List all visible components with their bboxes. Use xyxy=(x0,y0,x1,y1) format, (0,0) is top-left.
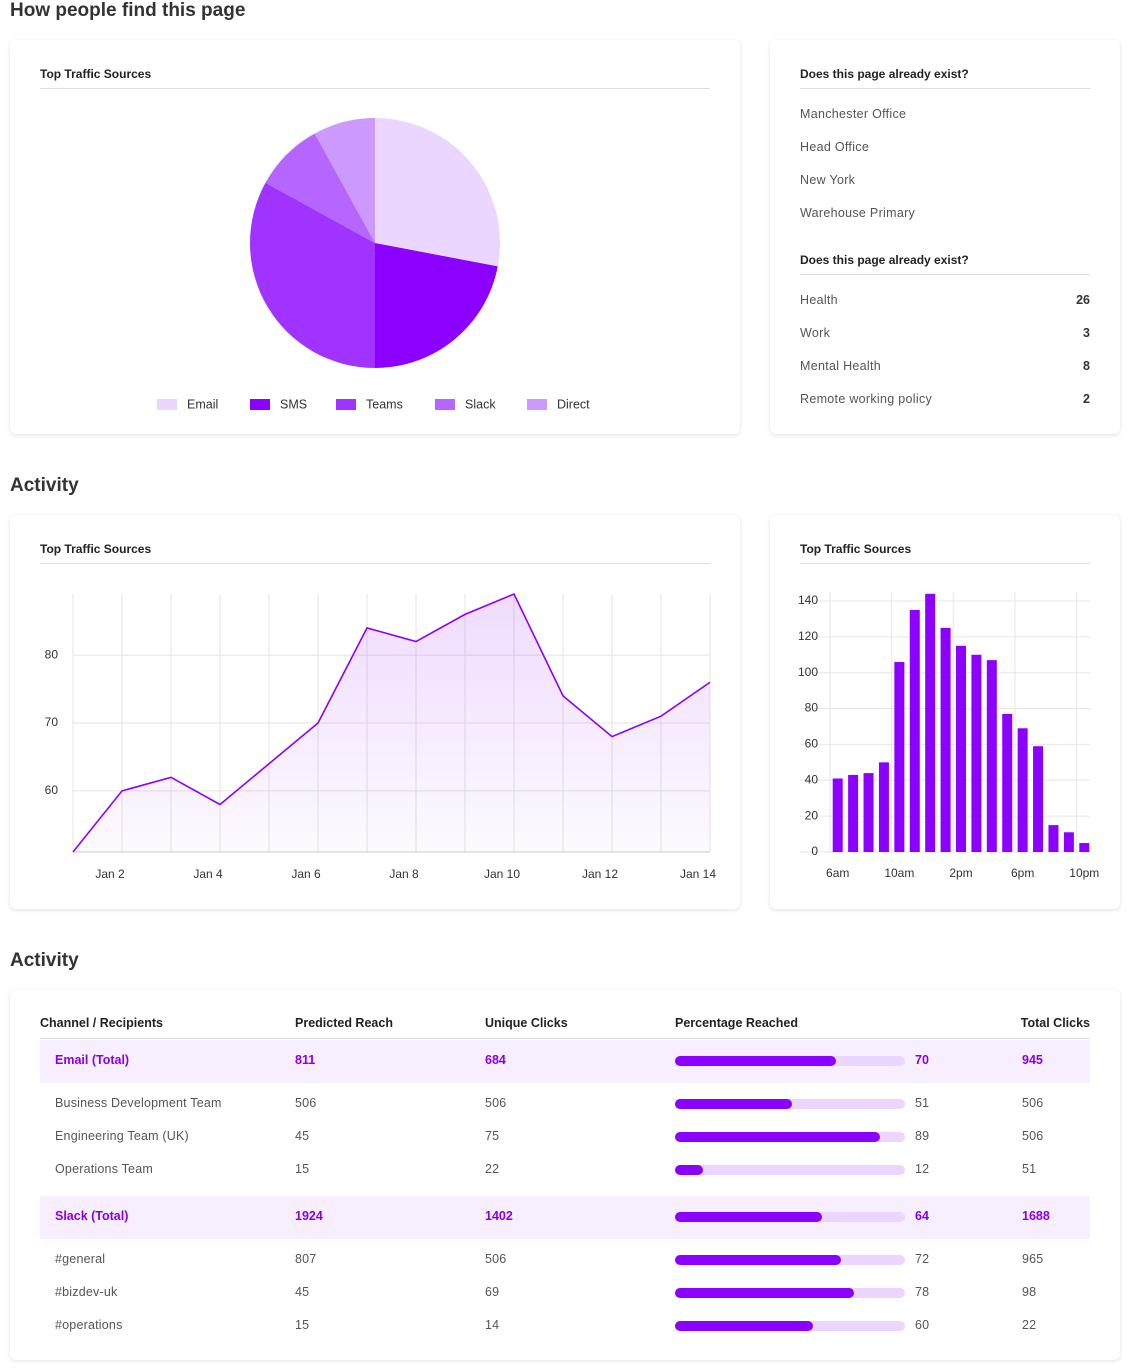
cell: 15 xyxy=(295,1162,310,1176)
row-label: #operations xyxy=(55,1318,123,1332)
list-item: Mental Health xyxy=(800,359,882,373)
list-title: Does this page already exist? xyxy=(800,67,969,81)
column-header: Unique Clicks xyxy=(485,1016,568,1030)
cell: 1688 xyxy=(1022,1209,1050,1223)
column-header: Percentage Reached xyxy=(675,1016,798,1030)
cell: 45 xyxy=(295,1129,310,1143)
list-item: New York xyxy=(800,173,856,187)
percentage: 70 xyxy=(915,1053,929,1067)
card xyxy=(770,515,1120,909)
group-total-label: Slack (Total) xyxy=(55,1209,129,1223)
row-label: Engineering Team (UK) xyxy=(55,1129,189,1143)
divider xyxy=(800,274,1090,275)
divider xyxy=(40,1038,1090,1039)
list-item: Work xyxy=(800,326,831,340)
group-row-bg xyxy=(40,1040,1090,1083)
column-header: Total Clicks xyxy=(1020,1016,1090,1030)
cell: 506 xyxy=(1022,1096,1044,1110)
cell: 98 xyxy=(1022,1285,1037,1299)
row-label: #bizdev-uk xyxy=(55,1285,118,1299)
cell: 945 xyxy=(1022,1053,1043,1067)
row-label: Business Development Team xyxy=(55,1096,222,1110)
list-item: Manchester Office xyxy=(800,107,907,121)
cell: 45 xyxy=(295,1285,310,1299)
column-header: Predicted Reach xyxy=(295,1016,393,1030)
divider xyxy=(40,563,710,564)
cell: 14 xyxy=(485,1318,500,1332)
list-item: Head Office xyxy=(800,140,870,154)
cell: 1402 xyxy=(485,1209,513,1223)
percentage: 12 xyxy=(915,1162,930,1176)
card xyxy=(10,40,740,434)
list-value: 3 xyxy=(1083,326,1090,340)
card-title: Top Traffic Sources xyxy=(40,542,152,556)
list-value: 8 xyxy=(1083,359,1090,373)
percentage: 89 xyxy=(915,1129,930,1143)
cell: 1924 xyxy=(295,1209,323,1223)
percentage: 64 xyxy=(915,1209,929,1223)
cell: 69 xyxy=(485,1285,500,1299)
percentage: 51 xyxy=(915,1096,930,1110)
list-item: Warehouse Primary xyxy=(800,206,916,220)
percentage: 60 xyxy=(915,1318,930,1332)
cell: 22 xyxy=(1022,1318,1037,1332)
progress-fill xyxy=(675,1056,836,1066)
cell: 75 xyxy=(485,1129,500,1143)
cell: 22 xyxy=(485,1162,500,1176)
card-title: Top Traffic Sources xyxy=(800,542,912,556)
section-heading: Activity xyxy=(10,950,79,971)
progress-fill xyxy=(675,1321,813,1331)
cell: 506 xyxy=(485,1252,507,1266)
card xyxy=(770,40,1120,434)
progress-fill xyxy=(675,1132,880,1142)
percentage: 72 xyxy=(915,1252,930,1266)
row-label: #general xyxy=(55,1252,106,1266)
list-item: Health xyxy=(800,293,838,307)
column-header: Channel / Recipients xyxy=(40,1016,163,1030)
cell: 684 xyxy=(485,1053,506,1067)
divider xyxy=(800,563,1090,564)
cell: 807 xyxy=(295,1252,317,1266)
row-label: Operations Team xyxy=(55,1162,153,1176)
progress-fill xyxy=(675,1255,841,1265)
card xyxy=(10,515,740,909)
list-value: 2 xyxy=(1083,392,1090,406)
progress-fill xyxy=(675,1099,793,1109)
progress-track xyxy=(675,1165,905,1175)
group-row-bg xyxy=(40,1196,1090,1239)
card-title: Top Traffic Sources xyxy=(40,67,152,81)
progress-fill xyxy=(675,1288,855,1298)
progress-fill xyxy=(675,1212,823,1222)
cell: 811 xyxy=(295,1053,316,1067)
progress-fill xyxy=(675,1165,703,1175)
percentage: 78 xyxy=(915,1285,930,1299)
section-heading: Activity xyxy=(10,475,79,496)
section-heading: How people find this page xyxy=(10,0,246,21)
list-value: 26 xyxy=(1076,293,1090,307)
cell: 965 xyxy=(1022,1252,1044,1266)
list-item: Remote working policy xyxy=(800,392,933,406)
cell: 15 xyxy=(295,1318,310,1332)
list-title: Does this page already exist? xyxy=(800,253,969,267)
divider xyxy=(40,88,710,89)
cell: 51 xyxy=(1022,1162,1037,1176)
cell: 506 xyxy=(295,1096,317,1110)
cell: 506 xyxy=(1022,1129,1044,1143)
group-total-label: Email (Total) xyxy=(55,1053,130,1067)
divider xyxy=(800,88,1090,89)
cell: 506 xyxy=(485,1096,507,1110)
